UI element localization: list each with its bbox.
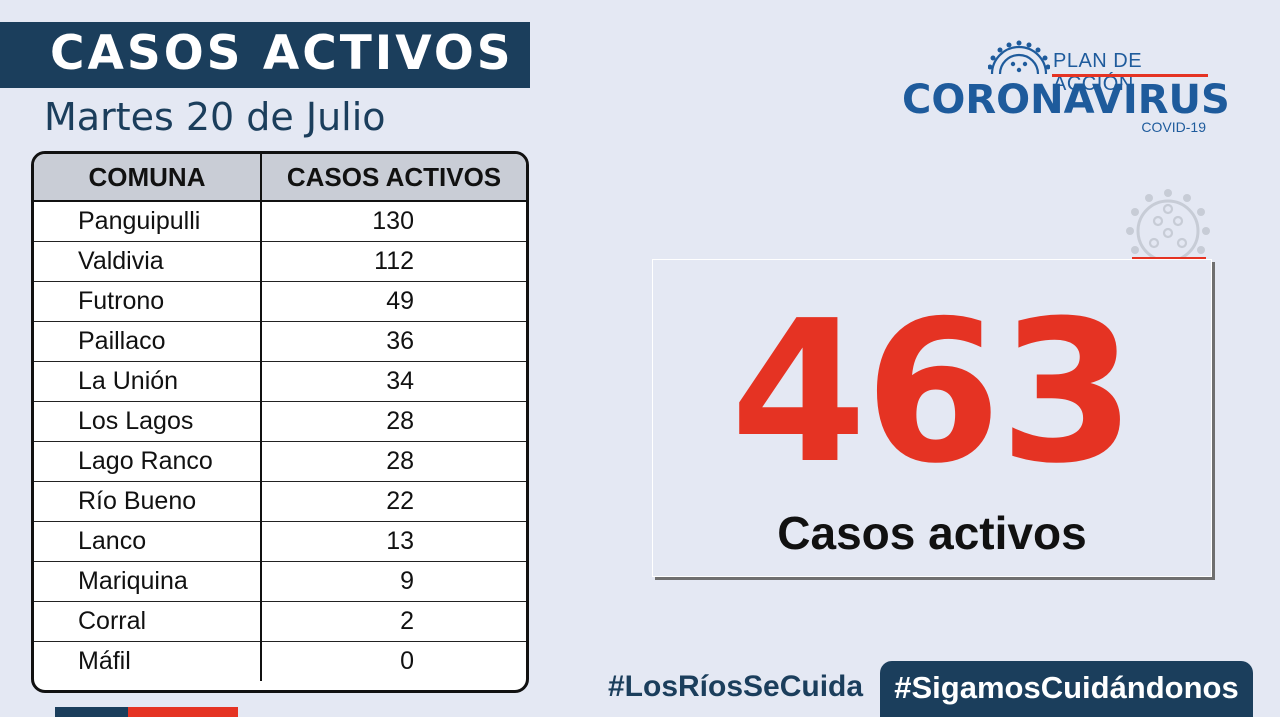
hashtag-banner: #SigamosCuidándonos xyxy=(880,661,1253,717)
logo-plan-text: PLAN DE ACCIÓN xyxy=(1053,50,1143,95)
table-row: La Unión 34 xyxy=(34,361,526,402)
comuna-name: Corral xyxy=(34,601,262,642)
coronavirus-logo: PLAN DE ACCIÓN CORONAVIRUS COVID-19 xyxy=(900,38,1230,138)
comuna-name: Río Bueno xyxy=(34,481,262,522)
active-cases-value: 9 xyxy=(261,561,526,602)
virus-icon xyxy=(988,40,1050,75)
active-cases-value: 34 xyxy=(261,361,526,402)
table-row: Máfil 0 xyxy=(34,641,526,681)
comuna-name: La Unión xyxy=(34,361,262,402)
table-row: Lanco 13 xyxy=(34,521,526,562)
total-cases-number: 463 xyxy=(730,279,1135,507)
active-cases-value: 28 xyxy=(261,401,526,442)
hashtag-sigamos: #SigamosCuidándonos xyxy=(894,670,1239,705)
logo-red-line xyxy=(1052,74,1208,77)
table-row: Paillaco 36 xyxy=(34,321,526,362)
table-row: Río Bueno 22 xyxy=(34,481,526,522)
table-header-row: COMUNA CASOS ACTIVOS xyxy=(34,154,526,202)
active-cases-value: 49 xyxy=(261,281,526,322)
flag-stripe-red xyxy=(128,707,238,717)
table-row: Mariquina 9 xyxy=(34,561,526,602)
virus-decoration-icon xyxy=(1126,189,1210,260)
cases-table: COMUNA CASOS ACTIVOS Panguipulli 130 Valdi… xyxy=(31,151,529,693)
active-cases-value: 0 xyxy=(261,641,526,681)
active-cases-value: 130 xyxy=(372,207,414,235)
column-header-comuna: COMUNA xyxy=(34,154,262,202)
page-title: CASOS ACTIVOS xyxy=(50,26,514,81)
comuna-name: Panguipulli xyxy=(34,201,262,242)
active-cases-value: 36 xyxy=(261,321,526,362)
active-cases-value: 2 xyxy=(261,601,526,642)
comuna-name: Lanco xyxy=(34,521,262,562)
logo-main-text: CORONAVIRUS xyxy=(902,77,1230,123)
flag-stripe xyxy=(55,707,238,717)
active-cases-value: 28 xyxy=(261,441,526,482)
column-header-casos: CASOS ACTIVOS xyxy=(261,154,526,202)
active-cases-value: 112 xyxy=(261,241,526,282)
table-row: Panguipulli 130 xyxy=(34,201,526,242)
table-row: Valdivia 112 xyxy=(34,241,526,282)
comuna-name: Los Lagos xyxy=(34,401,262,442)
table-row: Futrono 49 xyxy=(34,281,526,322)
comuna-name: Valdivia xyxy=(34,241,262,282)
table-row: Corral 2 xyxy=(34,601,526,642)
table-row: Lago Ranco 28 xyxy=(34,441,526,482)
flag-stripe-blue xyxy=(55,707,128,717)
hashtag-los-rios: #LosRíosSeCuida xyxy=(608,670,864,703)
comuna-name: Paillaco xyxy=(34,321,262,362)
active-cases-value: 22 xyxy=(261,481,526,522)
comuna-name: Futrono xyxy=(34,281,262,322)
total-cases-label: Casos activos xyxy=(777,507,1087,559)
active-cases-value: 13 xyxy=(261,521,526,562)
comuna-name: Lago Ranco xyxy=(34,441,262,482)
logo-covid-text: COVID-19 xyxy=(1141,119,1206,135)
date-subtitle: Martes 20 de Julio xyxy=(44,95,386,139)
comuna-name: Máfil xyxy=(34,641,262,681)
comuna-name: Mariquina xyxy=(34,561,262,602)
total-cases-card: 463 Casos activos xyxy=(652,259,1212,577)
title-banner xyxy=(0,22,530,88)
table-row: Los Lagos 28 xyxy=(34,401,526,442)
